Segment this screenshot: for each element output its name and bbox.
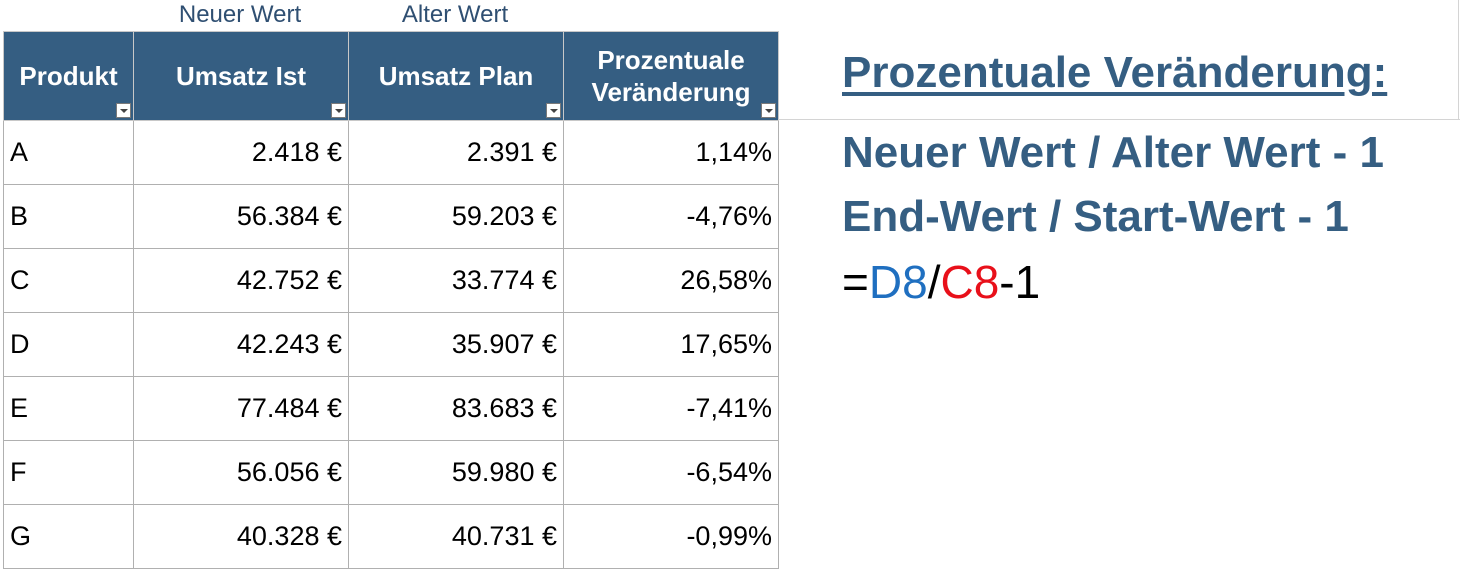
formula-equals: =	[842, 256, 869, 308]
header-umsatz-plan: Umsatz Plan	[348, 31, 564, 121]
header-label: Prozentuale Veränderung	[591, 45, 751, 107]
header-label: Umsatz Plan	[378, 61, 534, 91]
cell-veraenderung[interactable]: -0,99%	[563, 504, 779, 569]
header-label: Produkt	[19, 61, 118, 91]
cell-umsatz-ist[interactable]: 42.243 €	[133, 312, 349, 377]
cell-veraenderung[interactable]: 26,58%	[563, 248, 779, 313]
header-label: Umsatz Ist	[175, 61, 307, 91]
header-produkt: Produkt	[3, 31, 134, 121]
annotation-old-value: Alter Wert	[401, 1, 509, 28]
gridline-divider	[778, 119, 1460, 120]
header-umsatz-ist: Umsatz Ist	[133, 31, 349, 121]
cell-veraenderung[interactable]: -7,41%	[563, 376, 779, 441]
cell-veraenderung[interactable]: -6,54%	[563, 440, 779, 505]
cell-umsatz-ist[interactable]: 40.328 €	[133, 504, 349, 569]
gridline-divider	[1458, 0, 1459, 120]
cell-produkt[interactable]: C	[3, 248, 134, 313]
filter-dropdown-icon[interactable]	[116, 103, 131, 118]
formula-ref-old: C8	[940, 256, 1000, 308]
table-row: F 56.056 € 59.980 € -6,54%	[3, 440, 779, 505]
filter-dropdown-icon[interactable]	[761, 103, 776, 118]
cell-veraenderung[interactable]: -4,76%	[563, 184, 779, 249]
formula-ref-new: D8	[868, 256, 928, 308]
table-row: G 40.328 € 40.731 € -0,99%	[3, 504, 779, 569]
cell-umsatz-ist[interactable]: 2.418 €	[133, 120, 349, 185]
annotation-new-value: Neuer Wert	[178, 1, 302, 28]
cell-produkt[interactable]: A	[3, 120, 134, 185]
explanation-line-1: Neuer Wert / Alter Wert - 1	[842, 128, 1384, 177]
cell-umsatz-plan[interactable]: 40.731 €	[348, 504, 564, 569]
excel-formula: =D8/C8-1	[842, 255, 1040, 309]
table-row: B 56.384 € 59.203 € -4,76%	[3, 184, 779, 249]
explanation-line-2: End-Wert / Start-Wert - 1	[842, 192, 1349, 241]
table-row: A 2.418 € 2.391 € 1,14%	[3, 120, 779, 185]
cell-produkt[interactable]: F	[3, 440, 134, 505]
sales-table: Produkt Umsatz Ist Umsatz Plan Prozentua…	[3, 31, 779, 569]
cell-umsatz-plan[interactable]: 83.683 €	[348, 376, 564, 441]
header-prozentuale-veraenderung: Prozentuale Veränderung	[563, 31, 779, 121]
cell-umsatz-ist[interactable]: 56.056 €	[133, 440, 349, 505]
table-row: E 77.484 € 83.683 € -7,41%	[3, 376, 779, 441]
filter-dropdown-icon[interactable]	[331, 103, 346, 118]
explanation-title: Prozentuale Veränderung:	[842, 48, 1388, 97]
cell-veraenderung[interactable]: 1,14%	[563, 120, 779, 185]
cell-produkt[interactable]: B	[3, 184, 134, 249]
cell-umsatz-plan[interactable]: 59.203 €	[348, 184, 564, 249]
cell-umsatz-plan[interactable]: 35.907 €	[348, 312, 564, 377]
cell-umsatz-plan[interactable]: 2.391 €	[348, 120, 564, 185]
cell-umsatz-plan[interactable]: 33.774 €	[348, 248, 564, 313]
cell-umsatz-ist[interactable]: 77.484 €	[133, 376, 349, 441]
table-row: C 42.752 € 33.774 € 26,58%	[3, 248, 779, 313]
filter-dropdown-icon[interactable]	[546, 103, 561, 118]
cell-veraenderung[interactable]: 17,65%	[563, 312, 779, 377]
cell-produkt[interactable]: E	[3, 376, 134, 441]
header-row: Produkt Umsatz Ist Umsatz Plan Prozentua…	[3, 31, 779, 121]
table-row: D 42.243 € 35.907 € 17,65%	[3, 312, 779, 377]
cell-umsatz-plan[interactable]: 59.980 €	[348, 440, 564, 505]
formula-slash: /	[927, 256, 941, 308]
formula-minus-one: -1	[999, 256, 1041, 308]
cell-produkt[interactable]: D	[3, 312, 134, 377]
cell-umsatz-ist[interactable]: 56.384 €	[133, 184, 349, 249]
cell-produkt[interactable]: G	[3, 504, 134, 569]
cell-umsatz-ist[interactable]: 42.752 €	[133, 248, 349, 313]
